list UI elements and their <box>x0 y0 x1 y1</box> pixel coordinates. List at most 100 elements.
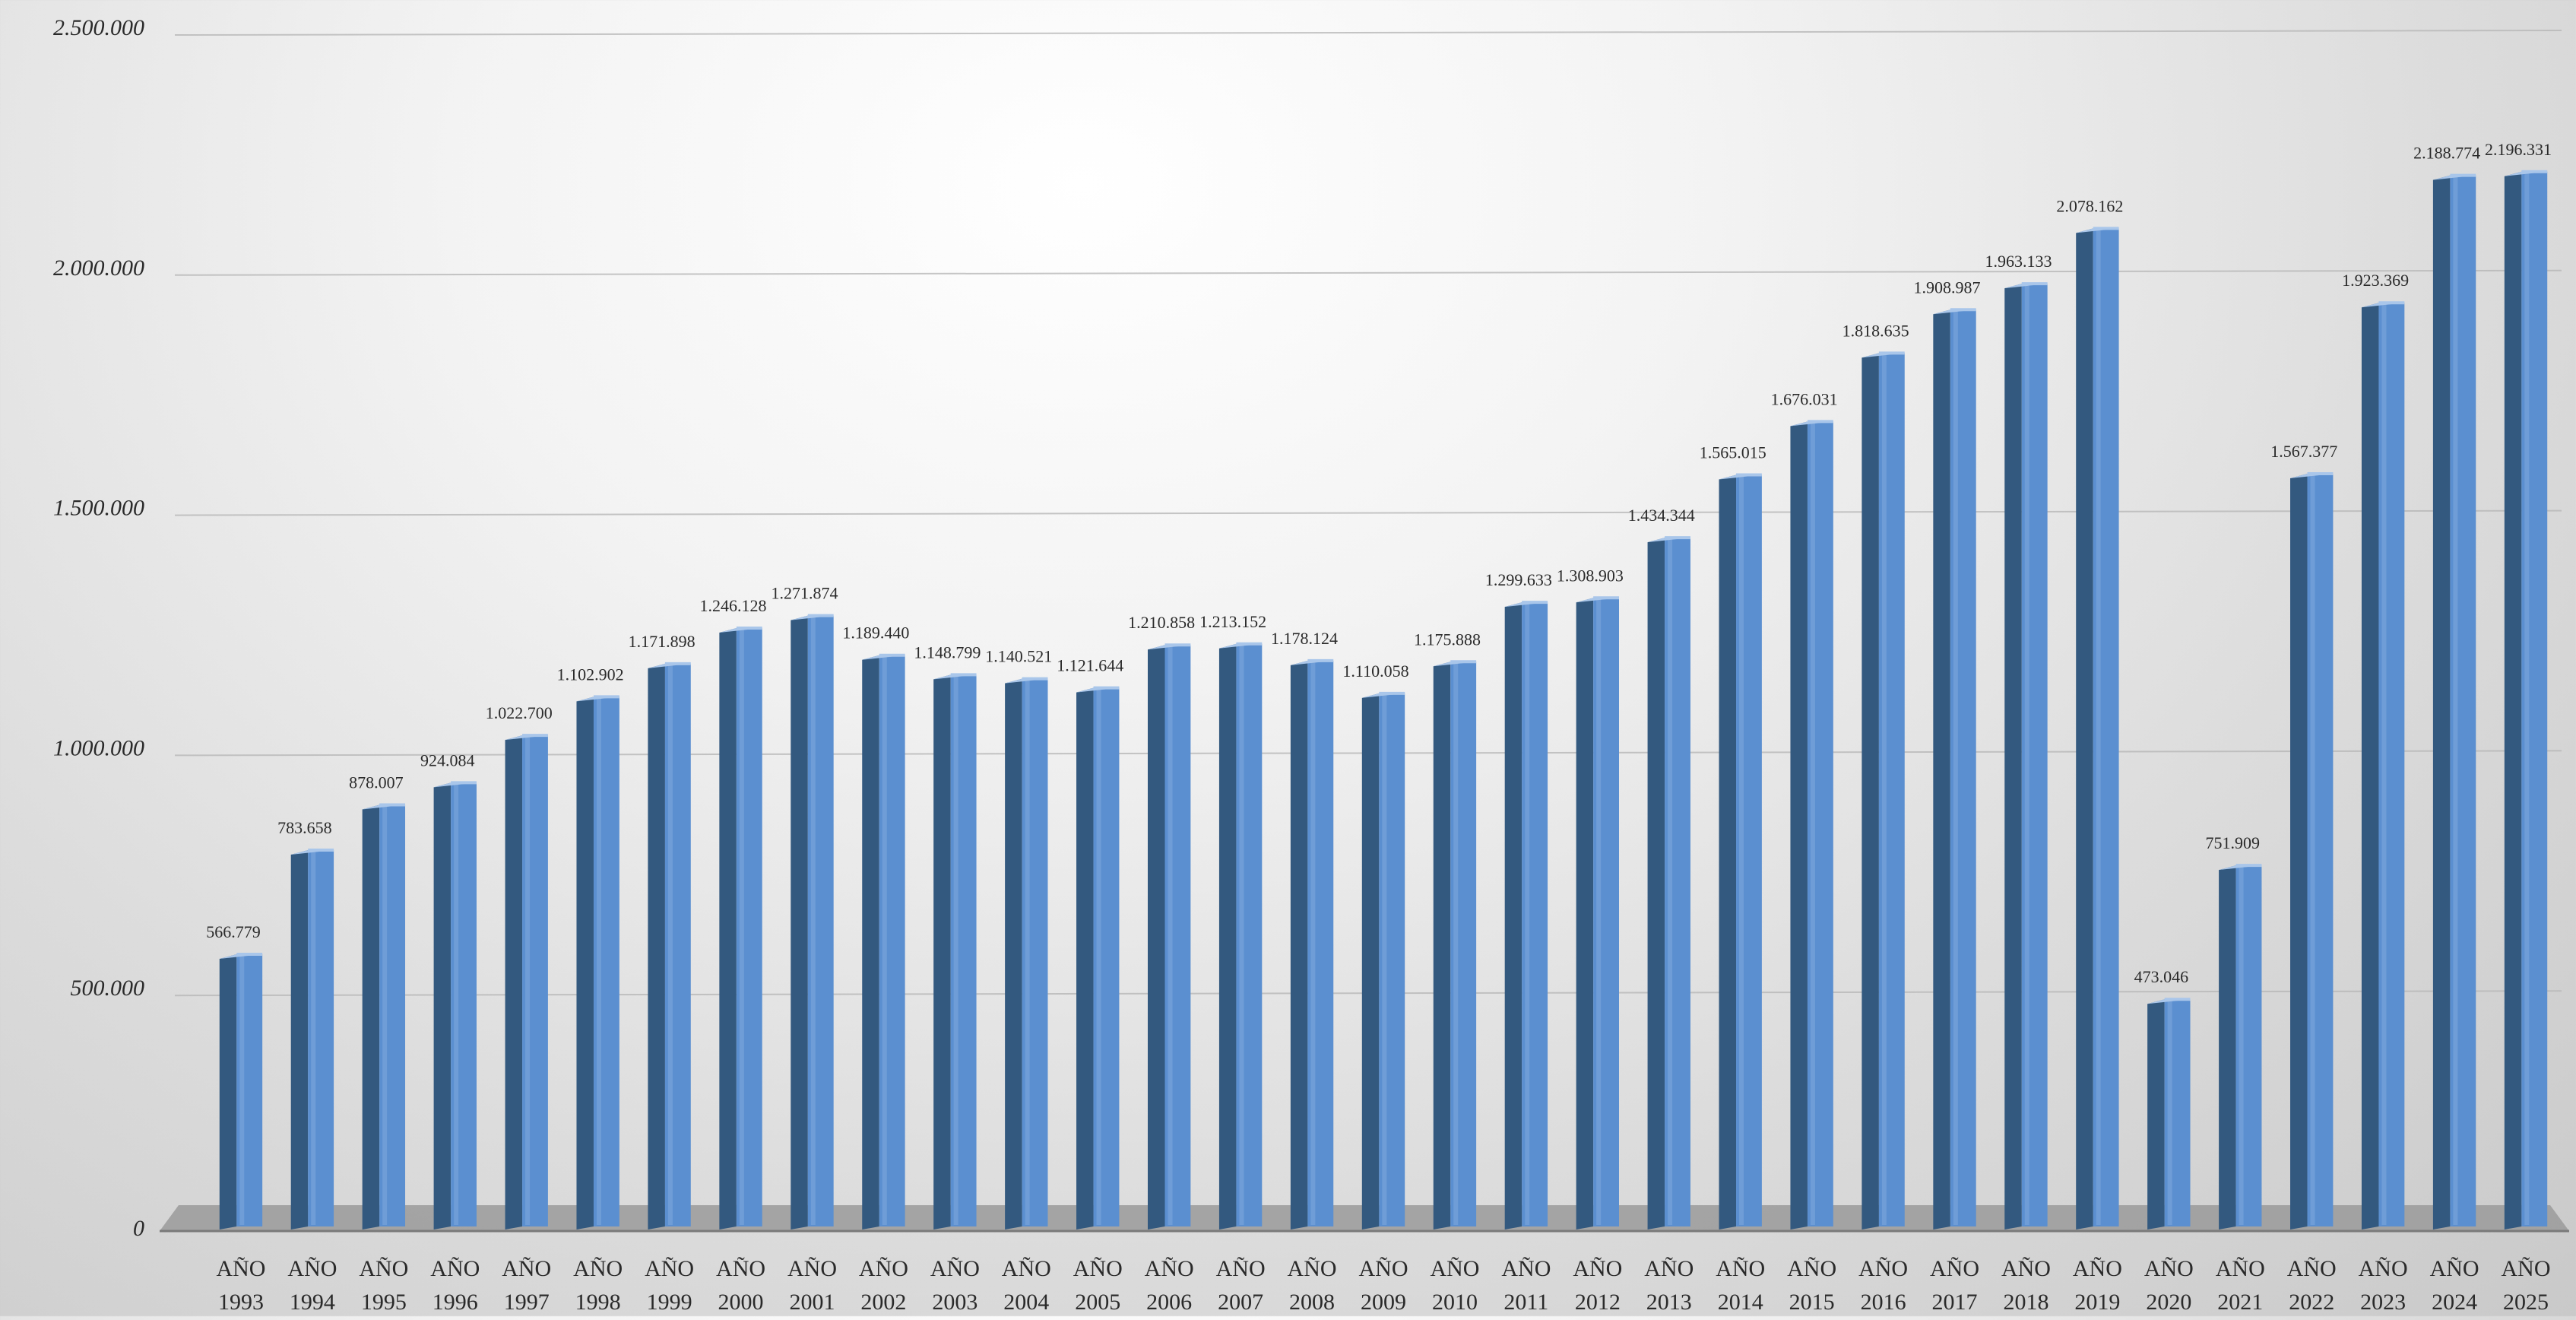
gridline <box>174 509 2562 516</box>
bar-side <box>1933 309 1950 1230</box>
bar-highlight <box>2381 304 2387 1225</box>
x-tick-label: AÑO 1998 <box>573 1256 623 1315</box>
bar-top <box>1504 602 1548 608</box>
x-tick-label: AÑO 2017 <box>1930 1256 1979 1315</box>
bar-side <box>2290 474 2308 1230</box>
bar-series <box>219 170 2548 1230</box>
x-tick-label: AÑO 2016 <box>1858 1256 1908 1315</box>
gridline <box>174 269 2562 276</box>
x-tick-label: AÑO 2000 <box>716 1256 765 1315</box>
bar <box>1218 642 1263 1230</box>
bar <box>1719 473 1762 1230</box>
bar-top <box>1218 643 1263 649</box>
bar-top <box>2076 228 2119 233</box>
bar-top <box>2219 865 2262 871</box>
bar-top <box>1647 538 1690 543</box>
data-label: 2.196.331 <box>2485 140 2552 159</box>
gridlines <box>174 30 2562 997</box>
bar-side <box>1647 538 1665 1230</box>
y-tick-label: 0 <box>133 1216 144 1241</box>
bar-side <box>1790 421 1808 1230</box>
bar <box>1504 601 1548 1230</box>
bar-side <box>1862 353 1879 1230</box>
bar <box>362 803 406 1230</box>
bar-highlight <box>1596 599 1602 1225</box>
bar-side <box>1433 662 1451 1230</box>
bar <box>1790 420 1833 1230</box>
gridline <box>174 30 2562 36</box>
bar-highlight <box>953 676 958 1225</box>
x-tick-label: AÑO 2009 <box>1359 1256 1408 1315</box>
x-tick-label: AÑO 2008 <box>1288 1256 1337 1315</box>
x-tick-label: AÑO 2023 <box>2359 1256 2408 1315</box>
x-tick-label: AÑO 2015 <box>1787 1256 1836 1315</box>
bar <box>1076 686 1120 1230</box>
bar-highlight <box>2524 173 2530 1225</box>
bar-side <box>505 735 523 1230</box>
bar <box>648 662 691 1230</box>
data-label: 1.299.633 <box>1485 570 1552 589</box>
bar-highlight <box>1382 694 1387 1225</box>
x-tick-label: AÑO 2014 <box>1716 1256 1765 1315</box>
data-label: 1.818.635 <box>1842 321 1909 340</box>
bar-top <box>1790 421 1833 427</box>
bar <box>2076 227 2119 1230</box>
x-tick-label: AÑO 2001 <box>787 1256 837 1315</box>
bar-side <box>2432 175 2451 1230</box>
data-label: 1.246.128 <box>700 596 767 615</box>
bar <box>719 626 762 1230</box>
bar-highlight <box>454 784 459 1225</box>
bar <box>2432 173 2476 1230</box>
data-label: 2.078.162 <box>2056 196 2123 215</box>
bar-top <box>2290 474 2334 479</box>
data-label: 1.171.898 <box>629 632 695 651</box>
y-tick-label: 1.000.000 <box>53 735 144 760</box>
bar-highlight <box>1168 646 1173 1225</box>
y-tick-label: 2.000.000 <box>53 255 144 281</box>
bar <box>576 695 619 1230</box>
x-tick-label: AÑO 1993 <box>216 1256 265 1315</box>
data-label: 783.658 <box>277 818 332 837</box>
bar-side <box>576 696 594 1230</box>
data-label: 1.110.058 <box>1342 662 1408 681</box>
bar-highlight <box>311 852 316 1225</box>
x-tick-label: AÑO 2013 <box>1644 1256 1694 1315</box>
data-label: 1.565.015 <box>1700 443 1766 462</box>
x-tick-label: AÑO 2006 <box>1145 1256 1194 1315</box>
bar <box>1290 658 1334 1230</box>
data-label: 1.434.344 <box>1628 506 1695 525</box>
x-tick-label: AÑO 2021 <box>2216 1256 2265 1315</box>
bar-highlight <box>2310 475 2315 1225</box>
bar <box>1862 351 1905 1230</box>
bar-side <box>433 782 452 1230</box>
bar <box>2147 998 2191 1230</box>
y-tick-label: 2.500.000 <box>53 15 144 40</box>
data-label: 1.022.700 <box>486 703 553 722</box>
bar-top <box>1719 474 1762 480</box>
x-tick-label: AÑO 1996 <box>430 1256 480 1315</box>
bar-highlight <box>1668 539 1673 1225</box>
x-tick-label: AÑO 1995 <box>359 1256 408 1315</box>
data-label: 1.178.124 <box>1271 629 1338 648</box>
bar <box>1933 308 1976 1230</box>
x-tick-label: AÑO 2010 <box>1430 1256 1479 1315</box>
data-label: 1.271.874 <box>771 584 838 603</box>
x-tick-label: AÑO 1999 <box>645 1256 694 1315</box>
x-tick-label: AÑO 2012 <box>1573 1256 1622 1315</box>
bar-side <box>290 850 309 1230</box>
bar-highlight <box>1025 680 1030 1225</box>
data-label: 473.046 <box>2134 967 2189 986</box>
x-axis-tick-labels: AÑO 1993 AÑO 1994 AÑO 1995 AÑO 1996 AÑO 1997 AÑO 19… <box>216 1256 2550 1315</box>
bar <box>2219 864 2262 1230</box>
bar-top <box>362 804 406 810</box>
bar-side <box>219 954 237 1230</box>
bar <box>2361 301 2405 1230</box>
bar <box>862 653 905 1230</box>
x-tick-label: AÑO 2024 <box>2430 1256 2479 1315</box>
bar <box>1361 691 1405 1230</box>
bar-side <box>2219 865 2236 1230</box>
bar-side <box>1148 645 1165 1230</box>
data-label: 1.189.440 <box>842 624 909 643</box>
x-tick-label: AÑO 2022 <box>2287 1256 2337 1315</box>
